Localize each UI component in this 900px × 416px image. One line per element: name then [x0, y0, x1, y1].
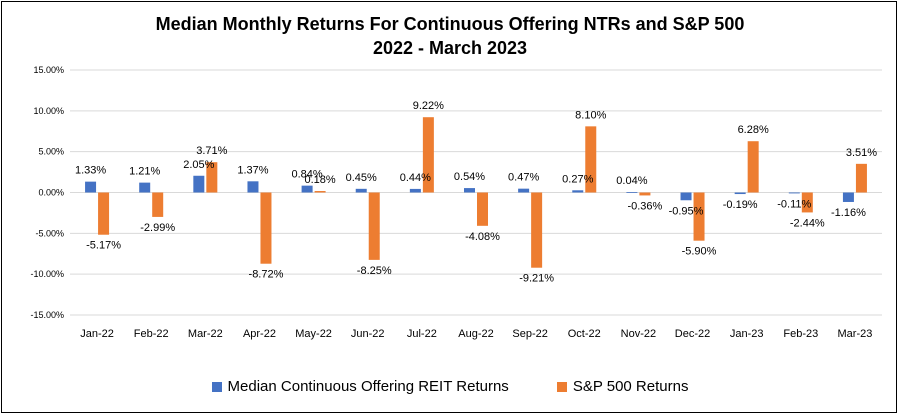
- legend-item-reit: Median Continuous Offering REIT Returns: [211, 378, 509, 395]
- data-label-sp500: 8.10%: [575, 109, 606, 121]
- y-tick-label: 15.00%: [33, 65, 64, 75]
- chart-title: Median Monthly Returns For Continuous Of…: [155, 14, 745, 34]
- data-label-sp500: 9.22%: [413, 100, 444, 112]
- bar-sp500: [801, 192, 813, 213]
- x-tick-label: Mar-23: [838, 328, 873, 340]
- bar-reit: [409, 188, 421, 193]
- bar-reit: [788, 192, 800, 194]
- bar-sp500: [98, 192, 110, 235]
- x-tick-label: Nov-22: [621, 328, 656, 340]
- legend-label-reit: Median Continuous Offering REIT Returns: [227, 378, 509, 395]
- data-label-reit: 0.54%: [454, 171, 485, 183]
- bar-reit: [193, 175, 205, 193]
- x-tick-label: Dec-22: [675, 328, 710, 340]
- y-axis: 15.00% 10.00% 5.00% 0.00% -5.00% -10.00% -15.0…: [30, 65, 64, 320]
- y-tick-label: -5.00%: [35, 228, 64, 238]
- y-tick-label: -15.00%: [30, 310, 64, 320]
- data-label-reit: 0.84%: [291, 169, 322, 181]
- y-tick-label: 10.00%: [33, 106, 64, 116]
- x-axis: Jan-22 Feb-22 Mar-22 Apr-22 May-22 Jun-22 Jul-…: [80, 328, 872, 340]
- data-label-sp500: 0.18%: [304, 174, 335, 186]
- bar-reit: [301, 185, 313, 193]
- bar-sp500: [422, 117, 434, 193]
- bar-sp500: [693, 192, 705, 241]
- bar-sp500: [855, 163, 867, 193]
- x-tick-label: Jan-22: [80, 328, 114, 340]
- bar-sp500: [477, 192, 488, 226]
- data-label-sp500: -9.21%: [519, 273, 554, 285]
- data-label-sp500: -8.25%: [357, 265, 392, 277]
- x-tick-label: Jun-22: [351, 328, 385, 340]
- data-label-sp500: -2.99%: [140, 222, 175, 234]
- bar-reit: [247, 181, 259, 193]
- data-label-sp500: -5.90%: [682, 246, 717, 258]
- data-label-reit: 1.33%: [75, 165, 106, 177]
- legend-swatch-reit: [211, 381, 222, 392]
- legend-swatch-sp500: [556, 381, 567, 392]
- chart-subtitle: 2022 - March 2023: [372, 38, 528, 58]
- bar-sp500: [747, 141, 759, 193]
- data-label-reit: -0.95%: [669, 205, 704, 217]
- bars: [85, 117, 867, 268]
- data-label-reit: 0.27%: [562, 173, 593, 185]
- bar-reit: [842, 192, 854, 202]
- data-label-sp500: -4.08%: [465, 231, 500, 243]
- x-tick-label: Feb-23: [783, 328, 818, 340]
- data-label-reit: 0.45%: [346, 172, 377, 184]
- bar-reit: [518, 188, 530, 193]
- data-label-reit: 0.44%: [400, 172, 431, 184]
- data-label-reit: -0.11%: [777, 198, 811, 210]
- data-label-sp500: 6.28%: [738, 124, 769, 136]
- data-labels: 1.33% -5.17% 1.21% -2.99% 2.05% 3.71% 1.37% -8.…: [75, 100, 877, 285]
- x-tick-label: Oct-22: [568, 328, 601, 340]
- x-tick-label: Sep-22: [512, 328, 547, 340]
- bar-sp500: [639, 192, 651, 196]
- bar-reit: [626, 192, 638, 193]
- bar-sp500: [152, 192, 164, 217]
- x-tick-label: Jan-23: [730, 328, 764, 340]
- data-label-sp500: 3.51%: [846, 147, 877, 159]
- bar-sp500: [314, 191, 326, 193]
- x-tick-label: Apr-22: [243, 328, 276, 340]
- bar-sp500: [260, 192, 272, 264]
- legend-item-sp500: S&P 500 Returns: [556, 378, 689, 395]
- y-tick-label: 0.00%: [38, 188, 64, 198]
- bar-sp500: [206, 162, 218, 193]
- data-label-reit: 1.21%: [129, 166, 160, 178]
- x-tick-label: Mar-22: [188, 328, 223, 340]
- data-label-reit: -1.16%: [831, 207, 866, 219]
- bar-reit: [464, 188, 475, 193]
- bar-reit: [572, 190, 584, 193]
- bar-reit: [355, 188, 367, 193]
- x-tick-label: Aug-22: [458, 328, 493, 340]
- bar-sp500: [368, 192, 380, 260]
- bar-sp500: [531, 192, 543, 268]
- data-label-reit: -0.19%: [723, 199, 758, 211]
- x-tick-label: Jul-22: [407, 328, 437, 340]
- y-tick-label: 5.00%: [38, 147, 64, 157]
- chart-title-block: Median Monthly Returns For Continuous Of…: [0, 12, 900, 60]
- data-label-sp500: -0.36%: [627, 200, 662, 212]
- data-label-reit: 2.05%: [183, 159, 214, 171]
- data-label-reit: 0.47%: [508, 172, 539, 184]
- bar-reit: [85, 181, 97, 193]
- legend-label-sp500: S&P 500 Returns: [572, 378, 689, 395]
- bar-reit: [680, 192, 692, 201]
- data-label-sp500: -5.17%: [86, 240, 121, 252]
- bar-reit: [139, 182, 151, 193]
- y-tick-label: -10.00%: [30, 269, 64, 279]
- gridlines: [70, 69, 882, 316]
- data-label-sp500: -8.72%: [249, 269, 284, 281]
- data-label-reit: 0.04%: [616, 175, 647, 187]
- data-label-reit: 1.37%: [237, 164, 268, 176]
- data-label-sp500: -2.44%: [790, 217, 825, 229]
- data-label-sp500: 3.71%: [196, 145, 227, 157]
- bar-sp500: [585, 126, 597, 193]
- bar-reit: [734, 192, 746, 195]
- x-tick-label: May-22: [295, 328, 332, 340]
- x-tick-label: Feb-22: [134, 328, 169, 340]
- legend: Median Continuous Offering REIT Returns …: [0, 378, 900, 395]
